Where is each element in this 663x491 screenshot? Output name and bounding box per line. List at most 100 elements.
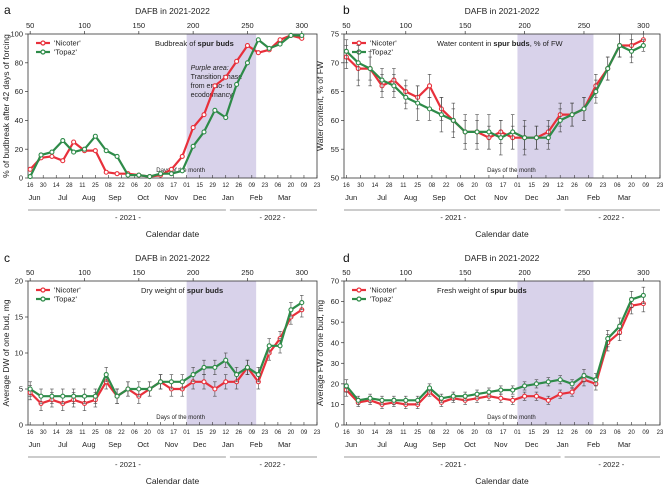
data-point-topaz — [147, 386, 153, 392]
day-tick-label: 06 — [614, 430, 621, 436]
day-tick-label: 01 — [183, 430, 190, 436]
data-point-nicoter — [234, 58, 240, 64]
day-tick-label: 11 — [400, 183, 407, 189]
month-label: Oct — [464, 193, 477, 202]
day-tick-label: 26 — [571, 430, 578, 436]
legend-marker-topaz — [356, 49, 362, 55]
data-point-topaz — [157, 379, 164, 385]
data-point-nicoter — [60, 158, 66, 164]
data-point-topaz — [367, 66, 373, 72]
dafb-tick-label: 100 — [400, 268, 413, 277]
month-label: Jan — [222, 193, 234, 202]
data-point-topaz — [136, 172, 142, 178]
top-axis-title: DAFB in 2021-2022 — [135, 253, 210, 263]
dafb-tick-label: 100 — [78, 21, 91, 30]
dafb-tick-label: 150 — [459, 268, 472, 277]
data-point-topaz — [157, 171, 164, 177]
y-tick-label: 20 — [331, 379, 339, 388]
y-tick-label: 10 — [331, 400, 339, 409]
data-point-nicoter — [533, 393, 540, 399]
year-2022-label: - 2022 - — [598, 460, 624, 469]
data-point-topaz — [234, 81, 240, 87]
data-point-topaz — [403, 397, 409, 403]
year-2021-label: - 2021 - — [115, 460, 141, 469]
chart-title-bold: spur buds — [493, 39, 529, 48]
data-point-topaz — [179, 168, 185, 174]
month-label: Sep — [432, 193, 445, 202]
legend-marker-nicoter — [356, 287, 362, 293]
day-tick-label: 12 — [557, 183, 564, 189]
data-point-nicoter — [569, 389, 575, 395]
data-point-topaz — [640, 42, 646, 49]
day-tick-label: 17 — [500, 430, 507, 436]
month-label: Feb — [250, 440, 263, 449]
data-point-topaz — [628, 48, 635, 54]
data-point-topaz — [27, 386, 33, 392]
data-point-topaz — [415, 100, 421, 106]
data-point-topaz — [628, 296, 635, 303]
y-tick-label: 0 — [19, 421, 23, 430]
month-label: Aug — [82, 440, 95, 449]
panel-letter: b — [343, 3, 350, 17]
dafb-tick-label: 200 — [518, 268, 531, 277]
data-point-topaz — [212, 364, 218, 370]
data-point-topaz — [450, 393, 456, 399]
data-point-topaz — [49, 393, 55, 399]
y-tick-label: 40 — [15, 116, 23, 125]
dafb-tick-label: 100 — [400, 21, 413, 30]
series-line-topaz — [345, 44, 644, 139]
data-point-topaz — [403, 94, 409, 100]
top-axis-title: DAFB in 2021-2022 — [465, 6, 540, 16]
data-point-topaz — [545, 379, 551, 385]
day-tick-label: 08 — [105, 183, 112, 189]
data-point-topaz — [277, 343, 283, 349]
data-point-topaz — [125, 386, 131, 392]
plot-frame — [27, 33, 318, 179]
day-tick-label: 22 — [118, 430, 125, 436]
day-tick-label: 22 — [443, 183, 450, 189]
y-tick-label: 70 — [331, 277, 339, 286]
day-tick-label: 20 — [144, 430, 151, 436]
day-tick-label: 09 — [248, 430, 255, 436]
data-point-topaz — [71, 149, 77, 155]
transition-phase-area — [517, 34, 594, 178]
day-tick-label: 15 — [528, 430, 535, 436]
data-point-topaz — [266, 343, 272, 349]
data-point-topaz — [81, 393, 88, 399]
month-label: Dec — [525, 193, 539, 202]
month-label: Jul — [58, 193, 68, 202]
dafb-tick-label: 250 — [578, 21, 591, 30]
day-tick-label: 23 — [600, 430, 607, 436]
day-tick-label: 12 — [222, 183, 229, 189]
year-2022-label: - 2022 - — [598, 213, 624, 222]
plot-frame — [343, 33, 661, 179]
day-tick-label: 03 — [486, 183, 493, 189]
data-point-topaz — [103, 372, 109, 378]
data-point-nicoter — [49, 153, 55, 159]
legend-marker-nicoter — [40, 287, 46, 293]
day-tick-label: 03 — [157, 430, 164, 436]
day-tick-label: 29 — [543, 183, 550, 189]
y-tick-label: 15 — [15, 313, 23, 322]
day-tick-label: 09 — [642, 183, 649, 189]
day-tick-label: 01 — [514, 183, 521, 189]
dafb-tick-label: 250 — [241, 268, 254, 277]
x-axis-title: Calendar date — [475, 229, 529, 239]
day-tick-label: 30 — [357, 183, 364, 189]
data-point-topaz — [179, 379, 185, 385]
data-point-topaz — [391, 397, 397, 403]
days-of-month-caption: Days of the month — [487, 415, 536, 421]
day-tick-label: 25 — [414, 430, 421, 436]
month-label: Mar — [278, 193, 291, 202]
month-label: Jan — [557, 440, 569, 449]
data-point-topaz — [498, 387, 504, 393]
chart-title-bold: spur buds — [490, 286, 526, 295]
day-tick-label: 25 — [92, 183, 99, 189]
data-point-topaz — [136, 386, 142, 392]
month-label: Feb — [250, 193, 263, 202]
month-label: Aug — [82, 193, 95, 202]
year-2021-label: - 2021 - — [440, 460, 466, 469]
month-label: Aug — [404, 440, 417, 449]
month-label: Nov — [494, 440, 508, 449]
dafb-tick-label: 200 — [518, 21, 531, 30]
